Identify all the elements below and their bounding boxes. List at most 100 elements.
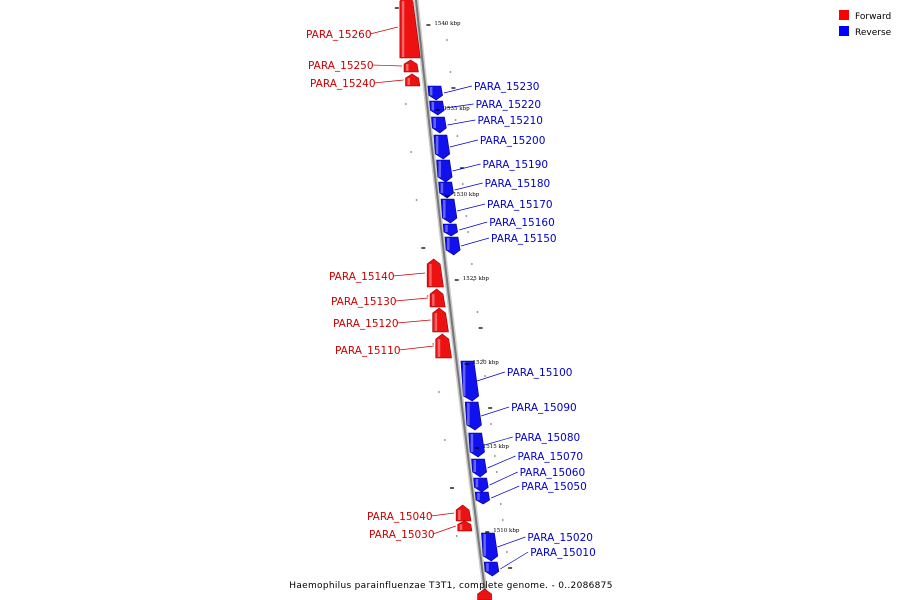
gene-feature[interactable] bbox=[405, 73, 421, 87]
forward-gene-arrow[interactable] bbox=[426, 258, 444, 288]
gene-feature[interactable] bbox=[471, 458, 488, 478]
gene-label[interactable]: PARA_15160 bbox=[489, 217, 555, 229]
gene-label[interactable]: PARA_15240 bbox=[310, 78, 376, 90]
gene-feature[interactable] bbox=[427, 85, 443, 101]
forward-gene-arrow[interactable] bbox=[403, 59, 419, 73]
forward-gene-arrow[interactable] bbox=[435, 333, 452, 359]
gene-feature[interactable] bbox=[429, 100, 445, 116]
label-leader-line bbox=[487, 455, 516, 469]
gene-feature[interactable] bbox=[436, 159, 453, 183]
gene-highlight bbox=[477, 493, 480, 500]
label-leader-line bbox=[445, 103, 474, 109]
major-tick-label: 1525 kbp bbox=[463, 276, 490, 282]
gene-feature[interactable] bbox=[457, 520, 473, 532]
gene-label[interactable]: PARA_15250 bbox=[308, 60, 374, 72]
gene-highlight bbox=[437, 339, 441, 357]
gene-feature[interactable] bbox=[442, 223, 458, 237]
gene-highlight bbox=[486, 563, 489, 572]
gene-feature[interactable] bbox=[429, 288, 446, 308]
gene-label[interactable]: PARA_15260 bbox=[306, 29, 372, 41]
gene-highlight bbox=[438, 161, 442, 177]
gene-label[interactable]: PARA_15140 bbox=[329, 271, 395, 283]
gene-feature[interactable] bbox=[455, 504, 472, 522]
gene-label[interactable]: PARA_15220 bbox=[476, 99, 542, 111]
gene-label[interactable]: PARA_15050 bbox=[521, 481, 587, 493]
gene-feature[interactable] bbox=[474, 491, 491, 505]
gene-label[interactable]: PARA_15080 bbox=[515, 432, 581, 444]
forward-gene-arrow[interactable] bbox=[432, 307, 449, 333]
forward-gene-arrow[interactable] bbox=[457, 520, 473, 532]
axis-line bbox=[414, 0, 488, 600]
reverse-gene-arrow[interactable] bbox=[438, 181, 454, 199]
gene-feature[interactable] bbox=[481, 532, 499, 562]
gene-feature[interactable] bbox=[403, 59, 419, 73]
gene-highlight bbox=[429, 87, 433, 96]
legend-reverse-swatch bbox=[839, 26, 849, 36]
gene-label[interactable]: PARA_15230 bbox=[474, 81, 540, 93]
gene-label[interactable]: PARA_15180 bbox=[485, 178, 551, 190]
forward-gene-arrow[interactable] bbox=[455, 504, 472, 522]
major-tick-label: 1520 kbp bbox=[473, 360, 500, 366]
reverse-gene-arrow[interactable] bbox=[464, 401, 482, 431]
gene-label[interactable]: PARA_15210 bbox=[477, 115, 543, 127]
gene-label[interactable]: PARA_15200 bbox=[480, 135, 546, 147]
gene-feature[interactable] bbox=[431, 116, 447, 134]
gene-feature[interactable] bbox=[432, 307, 449, 333]
legend-forward-swatch bbox=[839, 10, 849, 20]
forward-gene-arrow[interactable] bbox=[429, 288, 446, 308]
gene-label[interactable]: PARA_15120 bbox=[333, 318, 399, 330]
label-leader-line bbox=[484, 436, 513, 446]
label-leader-line bbox=[392, 272, 426, 277]
gene-feature[interactable] bbox=[435, 333, 452, 359]
gene-feature[interactable] bbox=[460, 360, 480, 402]
gene-feature[interactable] bbox=[426, 258, 444, 288]
reverse-gene-arrow[interactable] bbox=[440, 198, 458, 224]
gene-label[interactable]: PARA_15110 bbox=[335, 345, 401, 357]
reverse-gene-arrow[interactable] bbox=[444, 236, 461, 256]
gene-feature[interactable] bbox=[444, 236, 461, 256]
gene-label[interactable]: PARA_15070 bbox=[518, 451, 584, 463]
forward-gene-arrow[interactable] bbox=[399, 0, 421, 59]
reverse-gene-arrow[interactable] bbox=[483, 561, 500, 577]
label-leader-line bbox=[373, 79, 404, 84]
gene-label[interactable]: PARA_15020 bbox=[527, 532, 593, 544]
reverse-gene-arrow[interactable] bbox=[471, 458, 488, 478]
gene-feature[interactable] bbox=[440, 198, 458, 224]
gene-label[interactable]: PARA_15130 bbox=[331, 296, 397, 308]
gene-feature[interactable] bbox=[468, 432, 485, 458]
gene-label[interactable]: PARA_15190 bbox=[483, 159, 549, 171]
gene-highlight bbox=[434, 313, 438, 331]
gene-label[interactable]: PARA_15030 bbox=[369, 529, 435, 541]
major-tick-label: 1530 kbp bbox=[453, 192, 480, 198]
reverse-gene-arrow[interactable] bbox=[473, 477, 489, 493]
reverse-gene-arrow[interactable] bbox=[460, 360, 480, 402]
gene-feature[interactable] bbox=[438, 181, 454, 199]
reverse-gene-arrow[interactable] bbox=[431, 116, 447, 134]
label-leader-line bbox=[491, 485, 520, 499]
reverse-gene-arrow[interactable] bbox=[436, 159, 453, 183]
reverse-gene-arrow[interactable] bbox=[468, 432, 485, 458]
gene-feature[interactable] bbox=[483, 561, 500, 577]
gene-feature[interactable] bbox=[399, 0, 421, 59]
reverse-gene-arrow[interactable] bbox=[433, 134, 451, 160]
gene-label[interactable]: PARA_15060 bbox=[520, 467, 586, 479]
major-tick-label: 1540 kbp bbox=[434, 21, 461, 27]
gene-highlight bbox=[475, 479, 479, 488]
gene-label[interactable]: PARA_15170 bbox=[487, 199, 553, 211]
reverse-gene-arrow[interactable] bbox=[481, 532, 499, 562]
reverse-gene-arrow[interactable] bbox=[427, 85, 443, 101]
reverse-gene-arrow[interactable] bbox=[442, 223, 458, 237]
forward-gene-arrow[interactable] bbox=[405, 73, 421, 87]
gene-label[interactable]: PARA_15150 bbox=[491, 233, 557, 245]
gene-feature[interactable] bbox=[433, 134, 451, 160]
gene-label[interactable]: PARA_15010 bbox=[530, 547, 596, 559]
gene-feature[interactable] bbox=[464, 401, 482, 431]
gene-highlight bbox=[401, 1, 405, 57]
label-leader-line bbox=[497, 536, 526, 548]
gene-label[interactable]: PARA_15090 bbox=[511, 402, 577, 414]
reverse-gene-arrow[interactable] bbox=[474, 491, 491, 505]
gene-feature[interactable] bbox=[473, 477, 489, 493]
reverse-gene-arrow[interactable] bbox=[429, 100, 445, 116]
gene-label[interactable]: PARA_15100 bbox=[507, 367, 573, 379]
gene-label[interactable]: PARA_15040 bbox=[367, 511, 433, 523]
